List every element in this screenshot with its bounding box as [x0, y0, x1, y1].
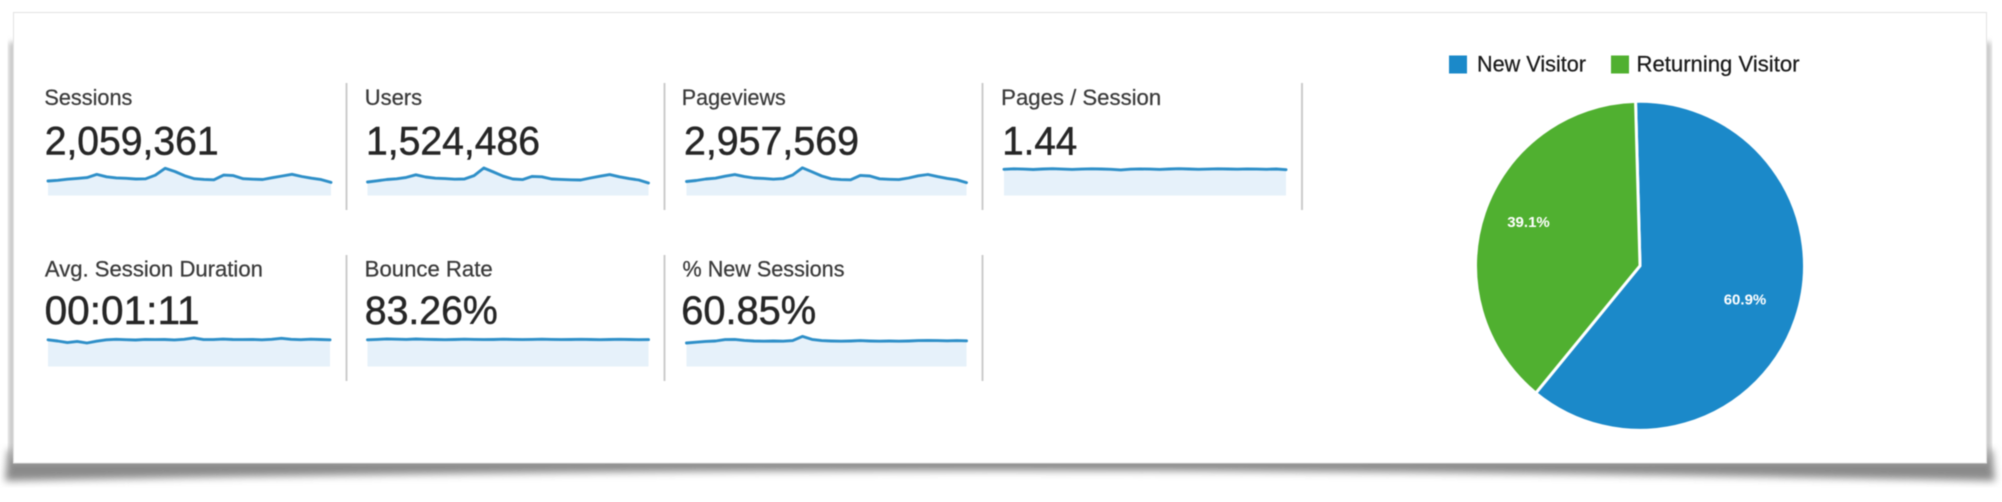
svg-text:00:01:11: 00:01:11	[45, 289, 200, 333]
svg-text:Pageviews: Pageviews	[682, 85, 786, 110]
svg-text:Pages / Session: Pages / Session	[1001, 85, 1161, 110]
svg-text:2,957,569: 2,957,569	[684, 120, 859, 164]
svg-text:1.44: 1.44	[1002, 120, 1077, 164]
svg-text:Sessions: Sessions	[44, 85, 132, 110]
svg-text:60.9%: 60.9%	[1724, 292, 1767, 309]
svg-text:60.85%: 60.85%	[681, 289, 816, 333]
svg-text:39.1%: 39.1%	[1507, 214, 1550, 231]
svg-text:Users: Users	[365, 85, 422, 110]
svg-text:Returning Visitor: Returning Visitor	[1637, 52, 1800, 77]
svg-text:% New Sessions: % New Sessions	[683, 256, 845, 281]
svg-text:Bounce Rate: Bounce Rate	[365, 256, 493, 281]
svg-text:2,059,361: 2,059,361	[45, 120, 219, 164]
svg-text:New Visitor: New Visitor	[1477, 52, 1586, 77]
svg-text:83.26%: 83.26%	[365, 289, 498, 333]
svg-text:Avg. Session Duration: Avg. Session Duration	[45, 256, 263, 281]
svg-text:1,524,486: 1,524,486	[366, 120, 540, 164]
